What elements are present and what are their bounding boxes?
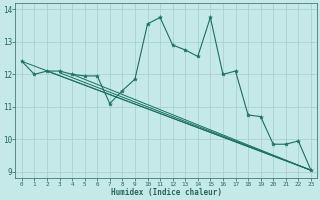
X-axis label: Humidex (Indice chaleur): Humidex (Indice chaleur) (111, 188, 222, 197)
